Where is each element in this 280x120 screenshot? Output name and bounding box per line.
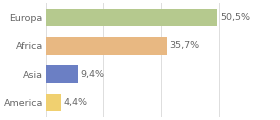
Bar [46, 94, 60, 111]
Bar [46, 37, 167, 55]
Text: 9,4%: 9,4% [80, 70, 104, 79]
Text: 4,4%: 4,4% [63, 98, 87, 107]
Bar [46, 65, 78, 83]
Bar [46, 9, 217, 26]
Text: 35,7%: 35,7% [170, 41, 200, 50]
Text: 50,5%: 50,5% [220, 13, 250, 22]
